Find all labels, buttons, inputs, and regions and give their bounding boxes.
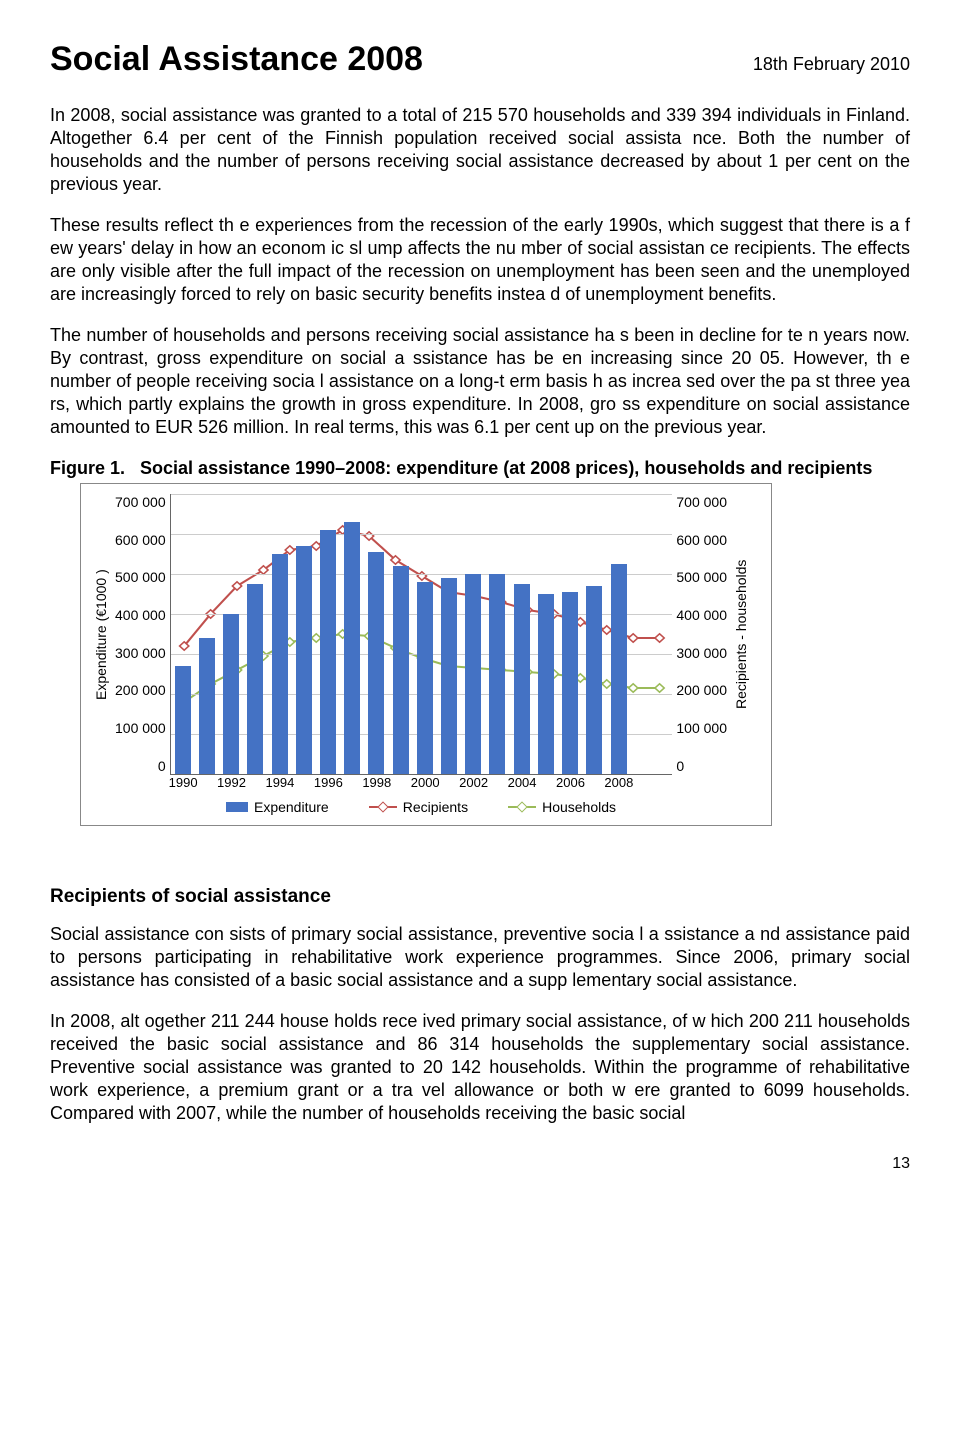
recipients-swatch xyxy=(369,806,397,808)
paragraph-1: In 2008, social assistance was granted t… xyxy=(50,104,910,196)
y-axis-left-ticks: 700 000600 000500 000400 000300 000200 0… xyxy=(111,494,170,774)
chart-container: Expenditure (€1000 ) 700 000600 000500 0… xyxy=(80,483,772,826)
chart-legend: Expenditure Recipients Households xyxy=(91,799,751,815)
bar-1996 xyxy=(320,530,336,774)
page-header: Social Assistance 2008 18th February 201… xyxy=(50,40,910,79)
page-title: Social Assistance 2008 xyxy=(50,40,423,79)
legend-expenditure: Expenditure xyxy=(226,799,329,815)
section2-paragraph-2: In 2008, alt ogether 211 244 house holds… xyxy=(50,1010,910,1125)
bar-1991 xyxy=(199,638,215,774)
bar-1999 xyxy=(393,566,409,774)
legend-recipients: Recipients xyxy=(369,799,468,815)
legend-recipients-label: Recipients xyxy=(403,799,468,815)
bar-2008 xyxy=(611,564,627,774)
section2-paragraph-1: Social assistance con sists of primary s… xyxy=(50,923,910,992)
page-number: 13 xyxy=(50,1155,910,1173)
plot-area xyxy=(170,494,673,775)
bar-1990 xyxy=(175,666,191,774)
y-axis-label-left: Expenditure (€1000 ) xyxy=(91,494,111,775)
bar-2002 xyxy=(465,574,481,774)
bar-2007 xyxy=(586,586,602,774)
section-heading: Recipients of social assistance xyxy=(50,886,910,908)
x-axis: 1990199219941996199820002002200420062008 xyxy=(171,775,631,793)
figure-caption: Figure 1. Social assistance 1990–2008: e… xyxy=(50,457,910,480)
legend-households-label: Households xyxy=(542,799,616,815)
bar-1992 xyxy=(223,614,239,774)
expenditure-swatch xyxy=(226,802,248,812)
bar-1997 xyxy=(344,522,360,774)
y-axis-label-right: Recipients - households xyxy=(731,494,751,775)
paragraph-3: The number of households and persons rec… xyxy=(50,324,910,439)
legend-households: Households xyxy=(508,799,616,815)
bar-2004 xyxy=(514,584,530,774)
figure-title: Social assistance 1990–2008: expenditure… xyxy=(140,458,872,478)
bar-1998 xyxy=(368,552,384,774)
bar-1993 xyxy=(247,584,263,774)
bar-2003 xyxy=(489,574,505,774)
legend-expenditure-label: Expenditure xyxy=(254,799,329,815)
bar-1994 xyxy=(272,554,288,774)
households-swatch xyxy=(508,806,536,808)
page-date: 18th February 2010 xyxy=(753,54,910,75)
bar-2005 xyxy=(538,594,554,774)
paragraph-2: These results reflect th e experiences f… xyxy=(50,214,910,306)
bar-2006 xyxy=(562,592,578,774)
figure-number: Figure 1. xyxy=(50,458,125,478)
bar-2001 xyxy=(441,578,457,774)
y-axis-right-ticks: 700 000600 000500 000400 000300 000200 0… xyxy=(672,494,731,774)
bar-1995 xyxy=(296,546,312,774)
bar-2000 xyxy=(417,582,433,774)
